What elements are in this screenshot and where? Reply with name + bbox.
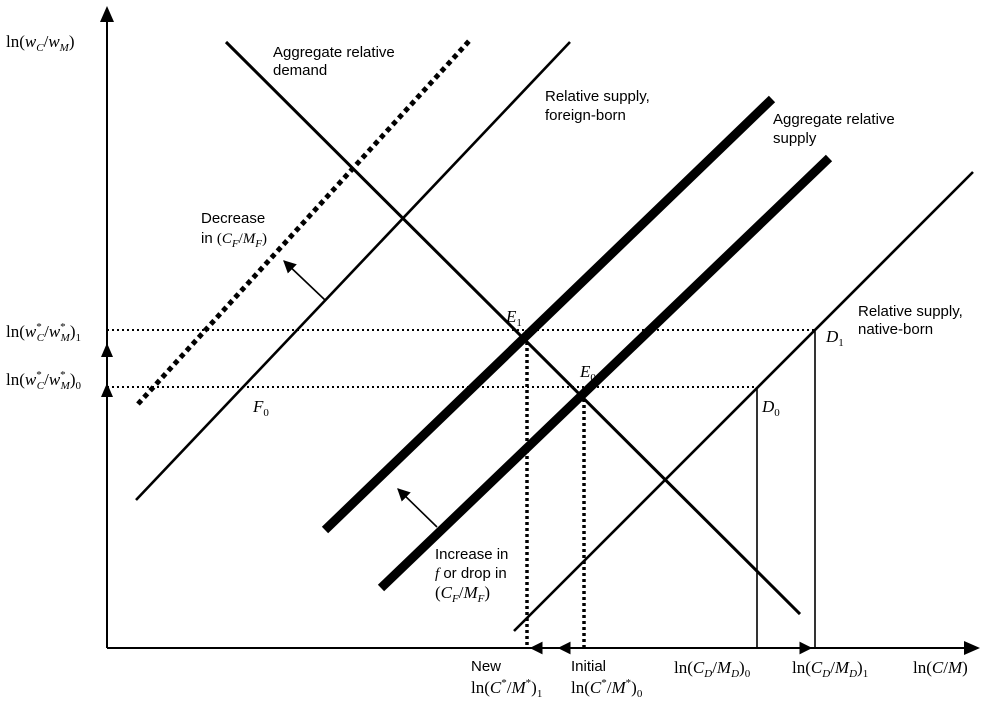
label-aggregate-demand-line2: demand — [273, 62, 327, 79]
x-tick-initial-line2: ln(C*/M*)0 — [571, 677, 643, 700]
shift-arrows — [283, 260, 438, 528]
equilibrium-drops — [525, 330, 586, 648]
annotation-increase-line1: Increase in — [435, 546, 508, 563]
guide-lines — [107, 329, 815, 388]
label-supply-foreign-line2: foreign-born — [545, 107, 626, 124]
d-drops — [756, 330, 816, 648]
x-tick-cd0: ln(CD/MD)0 — [674, 658, 751, 680]
point-label-f0: F0 — [252, 397, 269, 419]
label-supply-aggregate-line1: Aggregate relative — [773, 111, 895, 128]
y-axis-label: ln(wC/wM) — [6, 32, 75, 54]
point-label-e1: E1 — [505, 307, 522, 329]
supply-foreign-shifted-line — [136, 38, 472, 406]
aggregate-demand-line — [224, 40, 802, 616]
x-axis-label: ln(C/M) — [913, 658, 968, 677]
y-axis-arrow — [100, 6, 114, 22]
supply-aggregate-shifted-line — [377, 154, 833, 592]
label-supply-native-line1: Relative supply, — [858, 303, 963, 320]
supply-native-line — [513, 171, 974, 632]
supply-aggregate-line — [321, 95, 776, 534]
curves — [135, 38, 974, 632]
annotation-decrease-line2: in (CF/MF) — [201, 230, 267, 250]
label-aggregate-demand-line1: Aggregate relative — [273, 44, 395, 61]
shift-arrow-aggregate — [397, 488, 438, 528]
label-supply-native-line2: native-born — [858, 321, 933, 338]
label-supply-foreign-line1: Relative supply, — [545, 88, 650, 105]
label-supply-aggregate-line2: supply — [773, 130, 817, 147]
point-label-e0: E0 — [579, 362, 596, 384]
y-tick-label-1: ln(w* C/w* M)1 — [6, 321, 81, 344]
annotation-increase-line3: (CF/MF) — [435, 583, 490, 605]
x-tick-initial-line1: Initial — [571, 658, 606, 675]
y-tick-arrow-0-head — [101, 383, 113, 397]
annotation-increase-line2: f or drop in — [435, 565, 507, 582]
x-axis-arrow — [964, 641, 980, 655]
shift-arrow-foreign — [283, 260, 326, 301]
supply-foreign-line — [135, 41, 571, 501]
point-label-d1: D1 — [825, 327, 844, 349]
x-tick-new-line2: ln(C*/M*)1 — [471, 677, 542, 700]
annotation-decrease-line1: Decrease — [201, 210, 265, 227]
y-tick-arrows — [101, 343, 113, 397]
x-tick-new-line1: New — [471, 658, 501, 675]
point-label-d0: D0 — [761, 397, 780, 419]
y-tick-arrow-1-head — [101, 343, 113, 357]
x-tick-cd1: ln(CD/MD)1 — [792, 658, 868, 680]
y-tick-label-0: ln(w* C/w* M)0 — [6, 369, 82, 392]
